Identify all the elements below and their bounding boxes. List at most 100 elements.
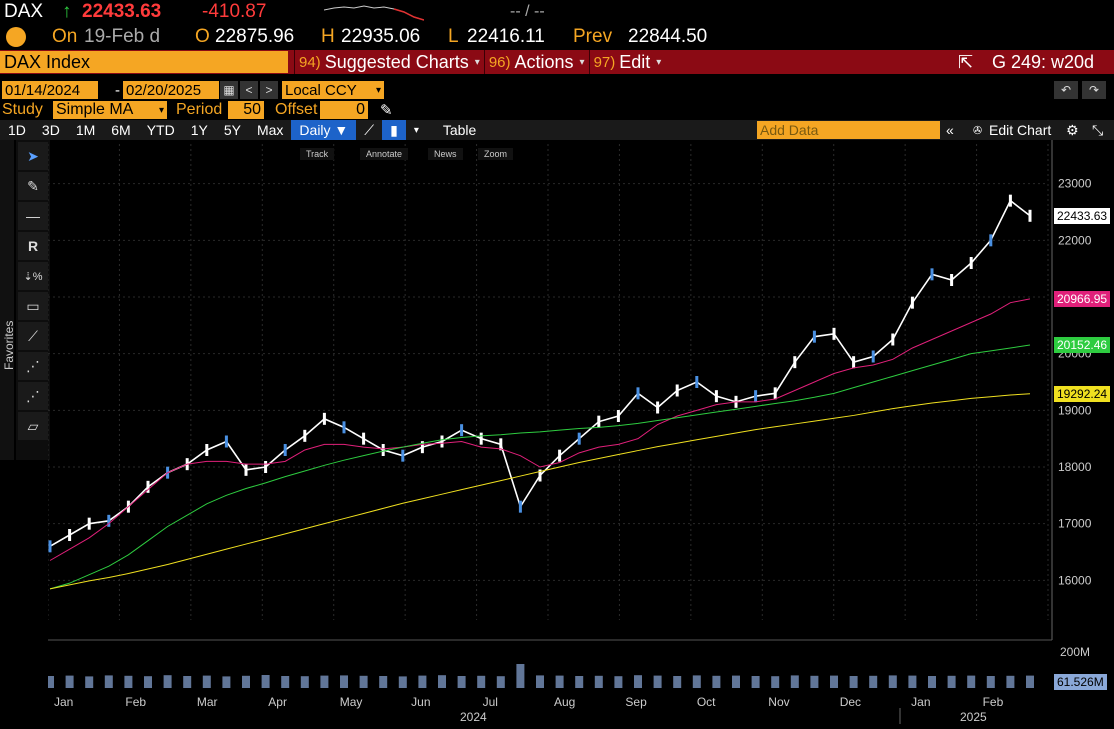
caret-down-icon: ▾ xyxy=(375,84,381,96)
start-date-input[interactable]: 01/14/2024 xyxy=(2,81,98,99)
volume-bar xyxy=(947,675,956,688)
candle xyxy=(754,390,758,403)
candle xyxy=(636,387,640,400)
retracement-icon[interactable]: R xyxy=(18,232,48,260)
settings-icon[interactable]: ⚙ xyxy=(1066,121,1079,138)
period-button[interactable]: 1D xyxy=(8,122,26,138)
offset-label: Offset xyxy=(275,101,318,118)
undo-icon[interactable]: ↶ xyxy=(1054,81,1078,99)
volume-bar xyxy=(614,676,623,688)
candle xyxy=(107,514,111,527)
volume-bar xyxy=(653,675,662,688)
security-field[interactable]: DAX Index xyxy=(0,51,288,73)
candle xyxy=(322,412,326,425)
volume-bar xyxy=(555,675,564,688)
minimize-icon[interactable]: ⤡ xyxy=(1092,121,1104,138)
parallel-channel-icon[interactable]: ▱ xyxy=(18,412,48,440)
period-button[interactable]: 1M xyxy=(75,122,96,138)
candle xyxy=(910,296,914,309)
suggested-charts-button[interactable]: 94) Suggested Charts ▾ xyxy=(294,50,484,74)
candle xyxy=(773,387,777,400)
frequency-select[interactable]: Daily ▼ xyxy=(291,120,357,140)
bar-chart-icon[interactable]: ▮ xyxy=(382,120,406,140)
period-button[interactable]: Max xyxy=(256,122,284,138)
channel-icon[interactable]: ⋰ xyxy=(18,382,48,410)
volume-bar xyxy=(536,675,544,688)
caret-down-icon: ▾ xyxy=(579,56,585,68)
track-button[interactable]: Track xyxy=(300,148,335,160)
volume-bar xyxy=(46,676,54,688)
high-value: 22935.06 xyxy=(341,26,421,47)
volume-bar xyxy=(438,675,446,688)
wrench-icon[interactable]: ✇ xyxy=(973,124,983,137)
end-date-input[interactable]: 02/20/2025 xyxy=(123,81,219,99)
caret-down-icon: ▾ xyxy=(656,56,662,68)
volume-bar xyxy=(575,676,584,688)
period-button[interactable]: 3D xyxy=(41,122,60,138)
popout-icon[interactable]: ⇱ xyxy=(958,51,974,72)
volume-bar xyxy=(496,676,505,688)
line-chart-icon[interactable]: ⟋ xyxy=(364,121,375,138)
study-select[interactable]: Simple MA ▾ xyxy=(53,101,167,119)
candle xyxy=(891,333,895,346)
x-year-label: 2025 xyxy=(960,710,987,724)
menu-number: 97) xyxy=(593,53,616,71)
study-row: Study Simple MA ▾ Period 50 Offset 0 ✎ xyxy=(0,100,1114,120)
edit-chart-button[interactable]: Edit Chart xyxy=(989,122,1052,138)
pen-icon[interactable]: ✎ xyxy=(18,172,48,200)
rectangle-icon[interactable]: ▭ xyxy=(18,292,48,320)
period-button[interactable]: YTD xyxy=(146,122,175,138)
collapse-icon[interactable]: « xyxy=(946,122,954,138)
next-period-button[interactable]: > xyxy=(260,81,278,99)
volume-bar xyxy=(104,675,113,688)
y-tick-label: 23000 xyxy=(1058,177,1092,191)
volume-bar xyxy=(1006,675,1015,688)
prev-period-button[interactable]: < xyxy=(240,81,258,99)
volume-bar xyxy=(692,675,701,688)
bid-ask: -- / -- xyxy=(510,3,545,20)
currency-select[interactable]: Local CCY ▾ xyxy=(282,81,384,99)
clock-icon xyxy=(6,27,26,47)
pencil-icon[interactable]: ✎ xyxy=(380,102,393,119)
candle xyxy=(616,410,620,422)
percent-change-icon[interactable]: ⇣% xyxy=(18,262,48,290)
volume-bar xyxy=(85,676,94,688)
actions-button[interactable]: 96) Actions ▾ xyxy=(483,50,589,74)
period-button[interactable]: 1Y xyxy=(190,122,208,138)
price-chart[interactable]: 1600017000180001900020000210002200023000… xyxy=(46,140,1114,724)
candle xyxy=(989,234,993,247)
volume-bar xyxy=(986,676,995,688)
horizontal-line-icon[interactable]: — xyxy=(18,202,48,230)
zoom-button[interactable]: Zoom xyxy=(478,148,514,160)
add-data-input[interactable]: Add Data xyxy=(757,121,940,139)
trendline-icon[interactable]: ⟋ xyxy=(18,322,48,350)
candle xyxy=(479,432,483,445)
period-button[interactable]: 6M xyxy=(111,122,131,138)
volume-bar xyxy=(222,676,231,688)
pointer-icon[interactable]: ➤ xyxy=(18,142,48,170)
table-button[interactable]: Table xyxy=(442,122,477,138)
edit-button[interactable]: 97) Edit ▾ xyxy=(588,50,666,74)
menu-label: Edit xyxy=(619,51,651,72)
caret-down-icon: ▾ xyxy=(158,104,164,116)
chart-type-caret-icon[interactable]: ▾ xyxy=(413,124,419,136)
volume-bar xyxy=(379,676,388,688)
redo-icon[interactable]: ↷ xyxy=(1082,81,1106,99)
candle xyxy=(695,376,699,388)
volume-bar xyxy=(771,676,780,688)
period-button[interactable]: 5Y xyxy=(223,122,241,138)
candle xyxy=(342,421,346,434)
currency-value: Local CCY xyxy=(285,81,357,99)
chart-code: G 249: w20d xyxy=(992,51,1095,72)
favorites-strip[interactable]: Favorites xyxy=(0,140,16,460)
volume-bar xyxy=(849,676,858,688)
annotate-button[interactable]: Annotate xyxy=(360,148,409,160)
news-button[interactable]: News xyxy=(428,148,463,160)
offset-input[interactable]: 0 xyxy=(320,101,368,119)
candle xyxy=(146,480,150,493)
multi-trendline-icon[interactable]: ⋰ xyxy=(18,352,48,380)
period-input[interactable]: 50 xyxy=(228,101,264,119)
candle xyxy=(832,327,836,340)
calendar-icon[interactable]: ▦ xyxy=(220,81,238,99)
volume-bar xyxy=(732,675,740,688)
